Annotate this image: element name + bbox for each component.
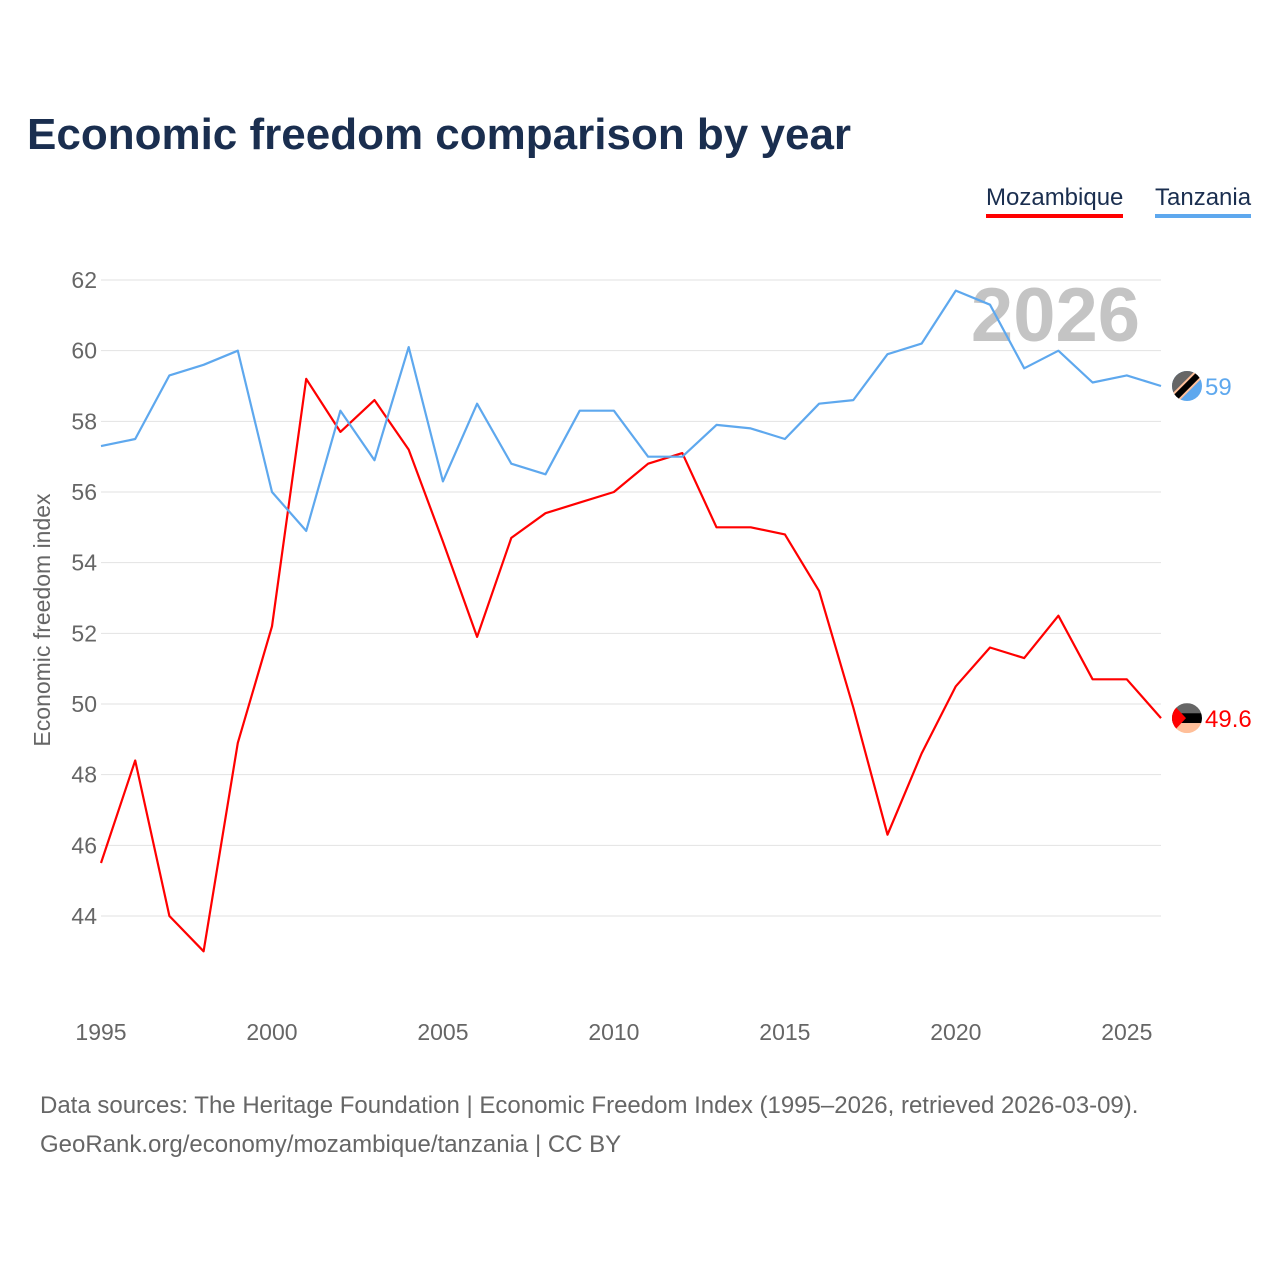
x-tick-label: 2015: [759, 1019, 810, 1045]
x-tick-label: 2000: [246, 1019, 297, 1045]
series-line-tanzania: [100, 289, 1162, 533]
y-tick-label: 58: [71, 408, 97, 434]
end-value-label-mozambique: 49.6: [1205, 706, 1252, 733]
license-text: GeoRank.org/economy/mozambique/tanzania …: [40, 1131, 622, 1158]
end-value-label-tanzania: 59: [1205, 374, 1232, 401]
legend-mozambique[interactable]: Mozambique: [986, 184, 1124, 218]
tanzania-flag-icon: [1172, 371, 1202, 401]
data-source-text: Data sources: The Heritage Foundation | …: [40, 1092, 1139, 1119]
y-tick-label: 50: [71, 691, 97, 717]
year-watermark: 2026: [971, 273, 1140, 358]
y-tick-label: 48: [71, 762, 97, 788]
y-tick-label: 54: [71, 550, 97, 576]
mozambique-flag-icon: [1172, 703, 1202, 734]
series-line-mozambique: [99, 377, 1162, 953]
footer: Data sources: The Heritage Foundation | …: [40, 1086, 1138, 1164]
y-tick-label: 60: [71, 338, 97, 364]
chart-title: Economic freedom comparison by year: [27, 110, 852, 159]
y-tick-label: 56: [71, 479, 97, 505]
y-tick-label: 52: [71, 620, 97, 646]
y-tick-label: 46: [71, 832, 97, 858]
y-tick-label: 44: [71, 903, 97, 929]
x-tick-label: 2020: [930, 1019, 981, 1045]
y-tick-label: 62: [71, 267, 97, 293]
x-tick-label: 2010: [588, 1019, 639, 1045]
x-tick-label: 2005: [417, 1019, 468, 1045]
x-tick-label: 1995: [75, 1019, 126, 1045]
y-axis-label: Economic freedom index: [29, 493, 55, 747]
legend-tanzania[interactable]: Tanzania: [1155, 184, 1252, 218]
x-tick-label: 2025: [1101, 1019, 1152, 1045]
